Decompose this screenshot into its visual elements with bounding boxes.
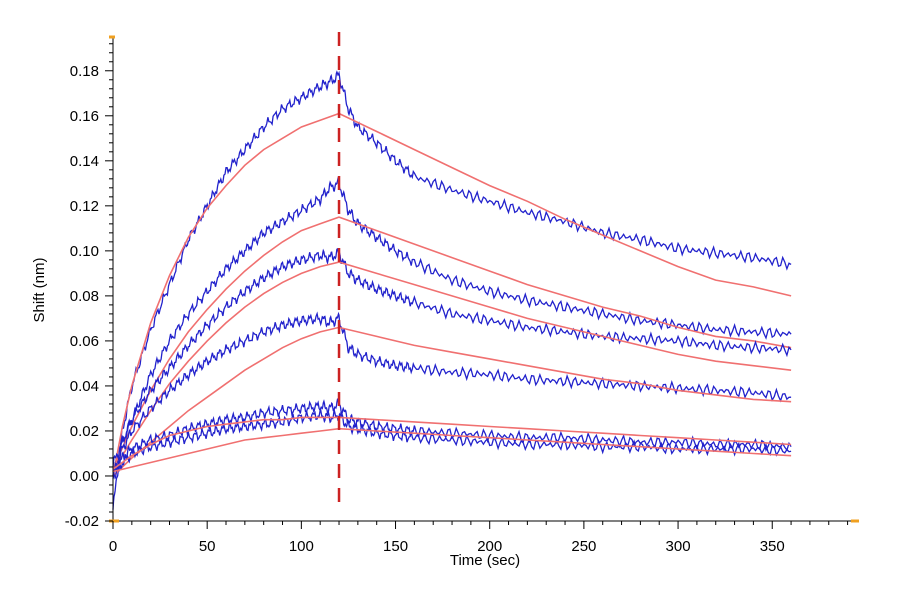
fit-series-line xyxy=(112,216,792,470)
measured-series-line xyxy=(112,70,792,510)
ticks-layer: -0.02 0.00 0.02 0.04 0.06 0.08 0.10 0.12 0.14 0.1… xyxy=(65,43,849,555)
x-tick-label: 150 xyxy=(383,538,408,555)
y-tick-label: 0.06 xyxy=(70,333,99,350)
x-axis-title: Time (sec) xyxy=(450,552,520,569)
x-tick-label: 200 xyxy=(477,538,502,555)
x-tick-label: 100 xyxy=(289,538,314,555)
fit-series-line xyxy=(112,112,792,477)
y-axis-title: Shift (nm) xyxy=(31,257,48,322)
measured-series-line xyxy=(112,408,792,480)
fit-series-line xyxy=(112,261,792,472)
x-tick-label: 250 xyxy=(571,538,596,555)
x-tick-label: 0 xyxy=(109,538,117,555)
fit-series-line xyxy=(112,427,792,473)
fit-series-line xyxy=(112,416,792,470)
y-tick-label: 0.08 xyxy=(70,288,99,305)
fit-series-line xyxy=(112,326,792,477)
measured-series-line xyxy=(112,311,792,475)
x-tick-label: 300 xyxy=(666,538,691,555)
y-tick-label: 0.14 xyxy=(70,153,99,170)
x-tick-label: 350 xyxy=(760,538,785,555)
y-tick-label: 0.04 xyxy=(70,378,99,395)
y-tick-label: 0.02 xyxy=(70,423,99,440)
y-tick-label: 0.00 xyxy=(70,468,99,485)
axes-layer xyxy=(109,35,859,523)
x-tick-label: 50 xyxy=(199,538,216,555)
y-tick-label: 0.18 xyxy=(70,63,99,80)
measured-series-line xyxy=(112,398,792,480)
y-tick-label: 0.12 xyxy=(70,198,99,215)
y-tick-label: 0.10 xyxy=(70,243,99,260)
series-layer xyxy=(112,70,792,510)
measured-series-line xyxy=(112,177,792,476)
y-tick-label: -0.02 xyxy=(65,513,99,530)
y-tick-label: 0.16 xyxy=(70,108,99,125)
